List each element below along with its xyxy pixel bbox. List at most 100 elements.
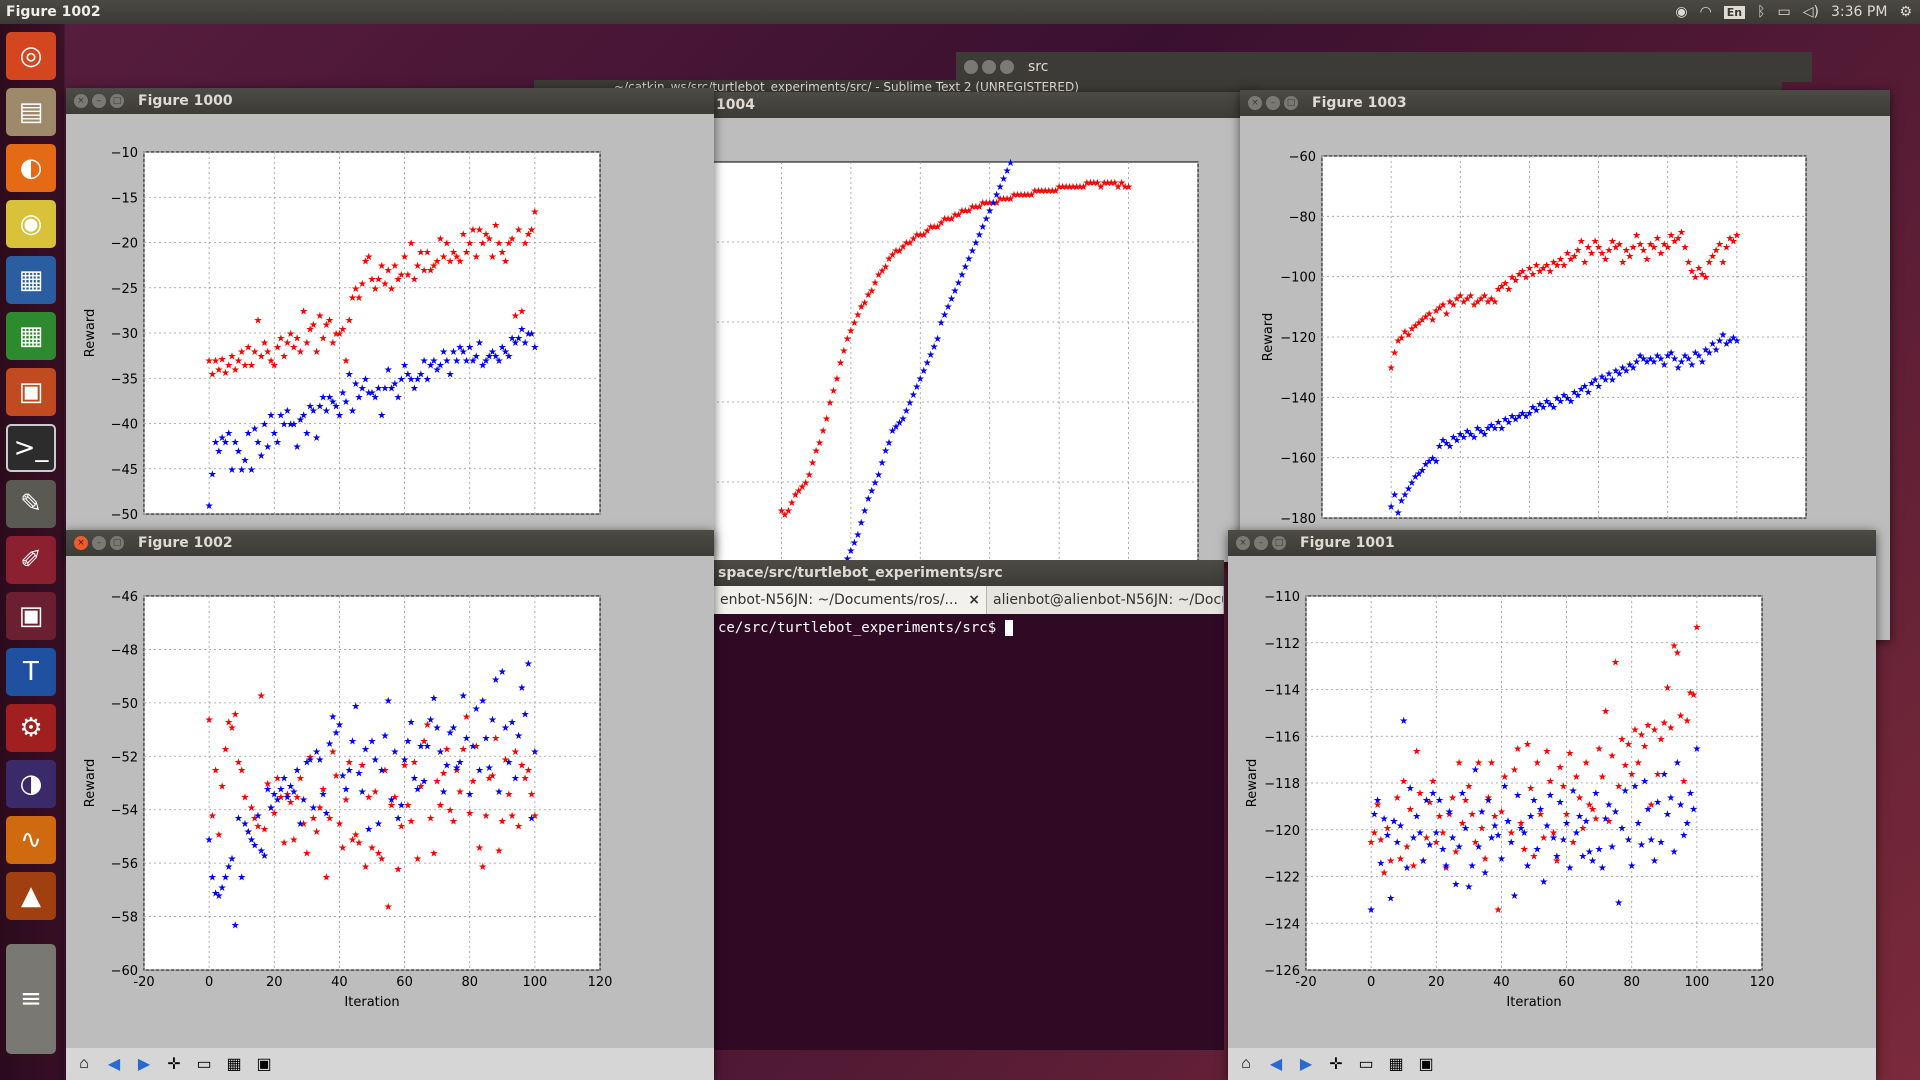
data-point: ★ [1110,178,1119,189]
data-point: ★ [1559,835,1568,846]
maximize-icon[interactable]: □ [110,94,124,108]
data-point: ★ [276,410,285,421]
maximize-icon[interactable] [1000,60,1014,74]
window-titlebar[interactable]: × – □ Figure 1001 [1228,530,1876,556]
pan-icon[interactable]: ✛ [167,1056,181,1073]
maximize-icon[interactable]: □ [1272,536,1286,550]
terminal-output[interactable]: ce/src/turtlebot_experiments/src$ [714,614,1224,642]
data-point: ★ [446,728,455,739]
window-titlebar[interactable]: × – □ Figure 1002 [66,530,714,556]
data-point: ★ [1591,788,1600,799]
data-point: ★ [341,356,350,367]
wifi-icon[interactable]: ◠ [1699,4,1712,20]
data-point: ★ [1604,369,1613,380]
data-point: ★ [208,469,217,480]
volume-icon[interactable]: ◁) [1802,4,1820,20]
back-icon[interactable]: ◀ [107,1056,121,1073]
home-icon[interactable]: ⌂ [79,1055,89,1072]
settings-icon[interactable]: ⚙ [6,704,56,752]
data-point: ★ [338,843,347,854]
x-tick-label: 120 [588,975,613,990]
data-point: ★ [472,252,481,263]
minimize-icon[interactable]: – [92,94,106,108]
figure-1000-window[interactable]: × – □ Figure 1000 −10 −15 −20 −25 −30 −35 −40 −… [66,88,714,558]
close-tab-icon[interactable]: × [968,592,980,608]
data-point: ★ [1387,363,1396,374]
save-icon[interactable]: ▣ [256,1056,272,1073]
editor-icon[interactable]: ✎ [6,480,56,528]
data-point: ★ [462,356,471,367]
workspace-icon[interactable]: ▣ [6,592,56,640]
pan-icon[interactable]: ✛ [1329,1056,1343,1073]
tex-icon[interactable]: T [6,648,56,696]
data-point: ★ [1396,854,1405,865]
close-icon[interactable]: × [1248,96,1262,110]
chrome-tray-icon[interactable]: ◉ [1675,4,1688,20]
data-point: ★ [1684,258,1693,269]
terminal-icon[interactable]: >_ [6,424,56,472]
close-icon[interactable] [964,60,978,74]
data-point: ★ [495,846,504,857]
data-point: ★ [1520,828,1529,839]
ubuntu-icon[interactable]: ◎ [6,32,56,80]
subplots-icon[interactable]: ▦ [226,1056,242,1073]
data-point: ★ [312,747,321,758]
zoom-icon[interactable]: ▭ [1358,1056,1374,1073]
home-icon[interactable]: ⌂ [1241,1055,1251,1072]
data-point: ★ [954,278,963,289]
clock[interactable]: 3:36 PM [1831,4,1888,20]
data-point: ★ [257,691,266,702]
minimize-icon[interactable]: – [1254,536,1268,550]
data-point: ★ [322,320,331,331]
zoom-icon[interactable]: ▭ [196,1056,212,1073]
paint-icon[interactable]: ✐ [6,536,56,584]
terminal-tab-1[interactable]: enbot-N56JN: ~/Documents/ros/... × [714,586,987,614]
forward-icon[interactable]: ▶ [137,1056,151,1073]
keyboard-layout-indicator[interactable]: En [1723,5,1746,19]
data-point: ★ [850,538,859,549]
subplots-icon[interactable]: ▦ [1388,1056,1404,1073]
gear-icon[interactable]: ⚙ [1899,4,1912,20]
forward-icon[interactable]: ▶ [1299,1056,1313,1073]
firefox-icon[interactable]: ◐ [6,144,56,192]
maximize-icon[interactable]: □ [110,536,124,550]
calc-icon[interactable]: ▦ [6,312,56,360]
save-icon[interactable]: ▣ [1418,1056,1434,1073]
close-icon[interactable]: × [1236,536,1250,550]
data-point: ★ [211,438,220,449]
app-icon[interactable]: ▲ [6,872,56,920]
src-window[interactable]: src [956,52,1812,82]
back-icon[interactable]: ◀ [1269,1056,1283,1073]
minimize-icon[interactable]: – [92,536,106,550]
trash-icon[interactable]: ≡ [6,944,56,1054]
matlab-icon[interactable]: ∿ [6,816,56,864]
close-icon[interactable]: × [74,94,88,108]
terminal-tab-2[interactable]: alienbot@alienbot-N56JN: ~/Docur [987,586,1224,614]
battery-icon[interactable]: ▭ [1777,4,1791,20]
close-icon[interactable]: × [74,536,88,550]
y-tick-label: −114 [1264,684,1300,699]
data-point: ★ [498,248,507,259]
figure-1002-window[interactable]: × – □ Figure 1002 -20 0 20 40 60 80 100 120 −46 −… [66,530,714,1080]
impress-icon[interactable]: ▣ [6,368,56,416]
files-icon[interactable]: ▤ [6,88,56,136]
writer-icon[interactable]: ▦ [6,256,56,304]
bluetooth-icon[interactable]: ᛒ [1757,4,1766,20]
data-point: ★ [403,270,412,281]
figure-1001-window[interactable]: × – □ Figure 1001 -20 0 20 40 60 80 100 120 −110… [1228,530,1876,1080]
maximize-icon[interactable]: □ [1284,96,1298,110]
data-point: ★ [299,410,308,421]
data-point: ★ [1673,648,1682,659]
data-point: ★ [485,352,494,363]
terminal-window[interactable]: space/src/turtlebot_experiments/src enbo… [714,560,1224,1050]
y-tick-label: −122 [1264,871,1300,886]
window-titlebar[interactable]: × – □ Figure 1000 [66,88,714,114]
minimize-icon[interactable]: – [1266,96,1280,110]
window-titlebar[interactable]: 1004 [690,92,1250,118]
window-titlebar[interactable]: × – □ Figure 1003 [1240,90,1890,116]
eclipse-icon[interactable]: ◑ [6,760,56,808]
minimize-icon[interactable] [982,60,996,74]
figure-1004-window[interactable]: 1004 ★ ★ ★ ★ ★ ★ ★ ★ ★ ★ ★ ★ ★ ★ ★ ★ ★ ★ ★ ★ ★ ★ ★ ★ ★ ★ ★ ★ ★ ★ ★ ★ ★ ★ ★… [690,92,1250,562]
chrome-icon[interactable]: ◉ [6,200,56,248]
data-point: ★ [462,248,471,259]
